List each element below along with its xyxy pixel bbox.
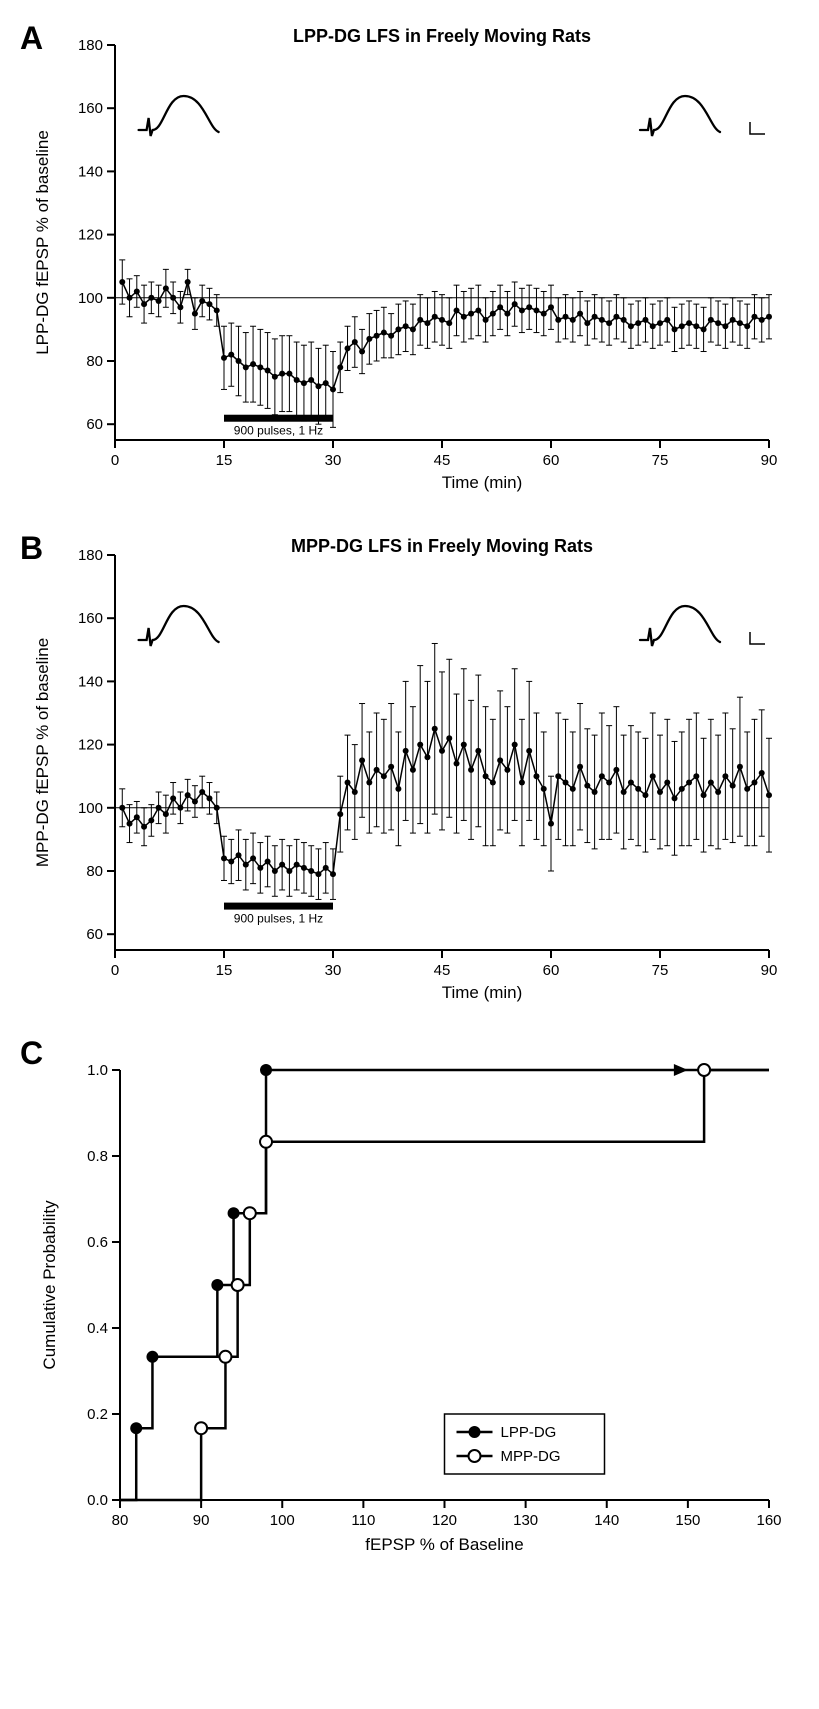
svg-text:MPP-DG fEPSP % of baseline: MPP-DG fEPSP % of baseline — [33, 638, 52, 867]
svg-text:Time (min): Time (min) — [442, 983, 523, 1002]
svg-text:0.4: 0.4 — [87, 1320, 108, 1337]
svg-text:100: 100 — [270, 1512, 295, 1529]
svg-text:180: 180 — [78, 547, 103, 564]
svg-text:110: 110 — [351, 1512, 375, 1529]
panel-b-chart: 60 80 100 120 140 160 180 0 15 30 45 60 75 90 MPP-DG L… — [20, 530, 799, 1010]
svg-text:80: 80 — [112, 1512, 129, 1529]
svg-text:100: 100 — [78, 290, 103, 307]
svg-text:60: 60 — [86, 416, 103, 433]
svg-text:75: 75 — [652, 452, 669, 469]
panel-a-chart: 60 80 100 120 140 160 180 0 15 30 45 60 75 90 LPP-DG L… — [20, 20, 799, 500]
svg-text:LPP-DG: LPP-DG — [501, 1424, 557, 1441]
svg-text:0: 0 — [111, 452, 119, 469]
svg-text:15: 15 — [216, 452, 233, 469]
panel-c-chart: 0.0 0.2 0.4 0.6 0.8 1.0 80 90 100 110 120 130 140 150… — [20, 1040, 799, 1560]
panel-a-label: A — [20, 20, 43, 57]
svg-text:30: 30 — [325, 452, 342, 469]
svg-text:80: 80 — [86, 863, 103, 880]
svg-text:140: 140 — [594, 1512, 619, 1529]
svg-text:Time (min): Time (min) — [442, 473, 523, 492]
svg-text:45: 45 — [434, 962, 451, 979]
svg-text:45: 45 — [434, 452, 451, 469]
panel-a: A 60 80 100 120 140 160 180 0 15 30 45 60 75 90 LPP-DG… — [20, 20, 799, 500]
svg-text:Cumulative Probability: Cumulative Probability — [40, 1200, 59, 1370]
svg-text:90: 90 — [761, 452, 778, 469]
svg-text:100: 100 — [78, 800, 103, 817]
svg-text:60: 60 — [543, 962, 560, 979]
svg-text:15: 15 — [216, 962, 233, 979]
svg-text:130: 130 — [513, 1512, 538, 1529]
svg-text:120: 120 — [78, 227, 103, 244]
panel-c-label: C — [20, 1035, 43, 1072]
svg-text:0.0: 0.0 — [87, 1492, 108, 1509]
svg-text:0.6: 0.6 — [87, 1234, 108, 1251]
svg-text:900 pulses, 1 Hz: 900 pulses, 1 Hz — [234, 424, 323, 438]
svg-text:30: 30 — [325, 962, 342, 979]
svg-text:160: 160 — [78, 100, 103, 117]
svg-text:LPP-DG LFS in Freely Moving Ra: LPP-DG LFS in Freely Moving Rats — [293, 26, 591, 46]
svg-text:75: 75 — [652, 962, 669, 979]
svg-text:120: 120 — [432, 1512, 457, 1529]
svg-text:150: 150 — [675, 1512, 700, 1529]
svg-text:60: 60 — [86, 926, 103, 943]
figure-container: A 60 80 100 120 140 160 180 0 15 30 45 60 75 90 LPP-DG… — [20, 20, 799, 1560]
svg-text:180: 180 — [78, 37, 103, 54]
svg-text:0.2: 0.2 — [87, 1406, 108, 1423]
panel-b: B 60 80 100 120 140 160 180 0 15 30 45 60 75 90 MPP-DG… — [20, 530, 799, 1010]
svg-text:140: 140 — [78, 163, 103, 180]
svg-text:1.0: 1.0 — [87, 1062, 108, 1079]
svg-text:0.8: 0.8 — [87, 1148, 108, 1165]
svg-text:900 pulses, 1 Hz: 900 pulses, 1 Hz — [234, 912, 323, 926]
svg-text:140: 140 — [78, 673, 103, 690]
svg-text:80: 80 — [86, 353, 103, 370]
svg-text:fEPSP % of Baseline: fEPSP % of Baseline — [365, 1535, 523, 1554]
svg-text:160: 160 — [78, 610, 103, 627]
panel-b-label: B — [20, 530, 43, 567]
svg-text:LPP-DG fEPSP % of baseline: LPP-DG fEPSP % of baseline — [33, 130, 52, 355]
svg-text:0: 0 — [111, 962, 119, 979]
svg-text:MPP-DG LFS in Freely Moving Ra: MPP-DG LFS in Freely Moving Rats — [291, 536, 593, 556]
panel-c: C 0.00.20.40.60.81.080901001101201301401… — [20, 1040, 799, 1560]
svg-text:160: 160 — [756, 1512, 781, 1529]
svg-text:90: 90 — [761, 962, 778, 979]
svg-text:MPP-DG: MPP-DG — [501, 1448, 561, 1465]
svg-text:120: 120 — [78, 737, 103, 754]
svg-text:60: 60 — [543, 452, 560, 469]
svg-text:90: 90 — [193, 1512, 210, 1529]
